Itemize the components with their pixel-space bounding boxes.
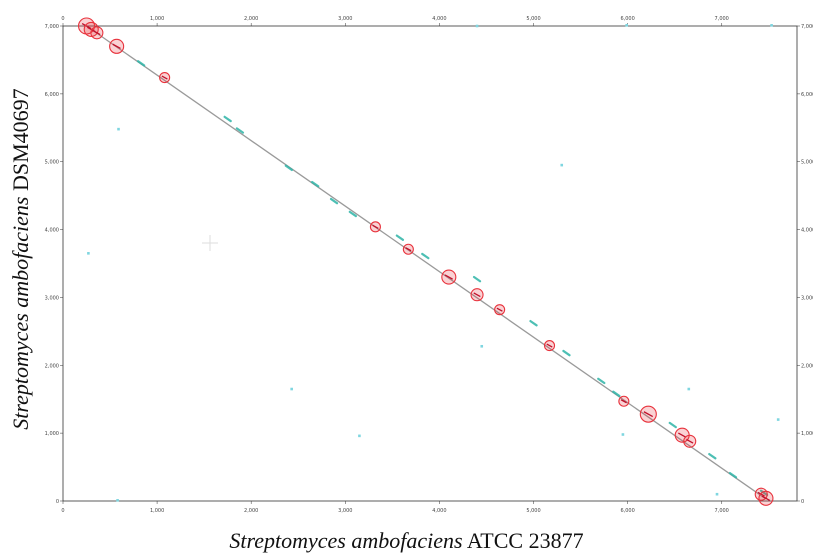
inversion-segment — [757, 491, 765, 497]
x-tick-label-bottom: 7,000 — [715, 508, 729, 514]
match-segment — [421, 252, 430, 260]
y-tick-label-right: 7,000 — [801, 24, 813, 30]
match-segment — [329, 197, 339, 205]
isolated-match-dot — [117, 127, 120, 131]
y-tick-label-left: 0 — [56, 499, 59, 505]
inversion-segment — [496, 307, 503, 312]
isolated-match-dot — [290, 387, 293, 391]
x-axis-label: Streptomyces ambofaciens ATCC 23877 — [0, 528, 813, 554]
match-segment — [529, 319, 538, 327]
x-tick-label-top: 5,000 — [526, 16, 540, 22]
isolated-match-dot — [87, 252, 90, 255]
isolated-match-dot — [770, 24, 773, 27]
match-segment — [759, 489, 769, 497]
inversion-segment — [444, 274, 453, 280]
alignment-diagonal — [86, 25, 767, 500]
match-segment — [284, 164, 293, 172]
plot-frame — [62, 25, 798, 502]
isolated-match-dot — [687, 387, 691, 391]
inversion-segment — [546, 343, 553, 348]
match-segment — [597, 377, 606, 385]
x-tick-label-bottom: 3,000 — [338, 508, 352, 514]
y-tick-label-left: 1,000 — [45, 431, 59, 437]
inversion-segment — [473, 292, 481, 298]
isolated-match-dot — [475, 24, 479, 28]
x-axis-strain: ATCC 23877 — [466, 528, 584, 553]
y-tick-label-left: 6,000 — [45, 92, 59, 98]
inversion-segment — [81, 23, 92, 29]
isolated-match-dot — [621, 433, 625, 436]
inversion-segment — [93, 30, 101, 36]
inversion-segment — [678, 432, 687, 438]
y-axis-strain: DSM40697 — [8, 88, 33, 191]
y-tick-label-right: 3,000 — [801, 295, 813, 301]
y-tick-label-right: 6,000 — [801, 92, 813, 98]
match-segment — [472, 275, 482, 283]
match-segment — [708, 452, 717, 460]
x-tick-label-top: 6,000 — [620, 16, 634, 22]
inversion-segment — [686, 438, 694, 444]
match-segment — [728, 471, 738, 479]
inversion-segment — [405, 247, 412, 252]
isolated-match-dot — [358, 434, 361, 438]
isolated-matches-group — [87, 24, 780, 502]
x-tick-label-bottom: 4,000 — [432, 508, 446, 514]
inversion-segment — [643, 411, 654, 418]
axis-ticks-group: 001,0001,0002,0002,0003,0003,0004,0004,0… — [45, 16, 813, 514]
inversion-segment — [161, 75, 168, 80]
isolated-match-dot — [116, 499, 119, 502]
y-tick-label-right: 4,000 — [801, 228, 813, 234]
y-tick-label-left: 7,000 — [45, 24, 59, 30]
inversion-segment — [112, 43, 121, 50]
inversion-segment — [761, 495, 771, 501]
y-axis-species: Streptomyces ambofaciens — [8, 196, 33, 430]
isolated-match-dot — [625, 24, 628, 27]
match-segments-group — [136, 60, 769, 497]
y-tick-label-left: 4,000 — [45, 228, 59, 234]
y-tick-label-right: 0 — [801, 499, 804, 505]
match-segment — [348, 210, 357, 218]
y-tick-label-left: 3,000 — [45, 295, 59, 301]
x-tick-label-top: 2,000 — [244, 16, 258, 22]
isolated-match-dot — [715, 492, 719, 496]
crosshair-marker — [202, 235, 218, 251]
match-segment — [311, 180, 320, 188]
y-tick-label-right: 2,000 — [801, 363, 813, 369]
y-tick-label-right: 5,000 — [801, 160, 813, 166]
inversion-markers-group — [77, 17, 774, 506]
match-segment — [612, 390, 621, 398]
x-tick-label-bottom: 0 — [61, 508, 64, 514]
y-tick-label-left: 2,000 — [45, 363, 59, 369]
match-segment — [223, 115, 232, 123]
inversion-segment — [620, 399, 627, 404]
x-tick-label-top: 1,000 — [150, 16, 164, 22]
x-tick-label-top: 0 — [61, 16, 64, 22]
isolated-match-dot — [560, 163, 564, 167]
x-tick-label-top: 4,000 — [432, 16, 446, 22]
inversion-segment — [372, 224, 379, 229]
match-segment — [235, 127, 245, 134]
x-tick-label-top: 7,000 — [715, 16, 729, 22]
x-tick-label-bottom: 6,000 — [620, 508, 634, 514]
y-tick-label-right: 1,000 — [801, 431, 813, 437]
y-tick-label-left: 5,000 — [45, 160, 59, 166]
x-tick-label-bottom: 1,000 — [150, 508, 164, 514]
x-tick-label-top: 3,000 — [338, 16, 352, 22]
match-segment — [395, 234, 405, 241]
match-segment — [136, 60, 146, 67]
isolated-match-dot — [480, 344, 484, 348]
match-segment — [668, 421, 677, 429]
y-axis-label: Streptomyces ambofaciens DSM40697 — [8, 88, 34, 429]
isolated-match-dot — [776, 418, 780, 421]
match-segment — [562, 349, 571, 357]
x-tick-label-bottom: 5,000 — [526, 508, 540, 514]
x-axis-species: Streptomyces ambofaciens — [229, 528, 463, 553]
x-tick-label-bottom: 2,000 — [244, 508, 258, 514]
